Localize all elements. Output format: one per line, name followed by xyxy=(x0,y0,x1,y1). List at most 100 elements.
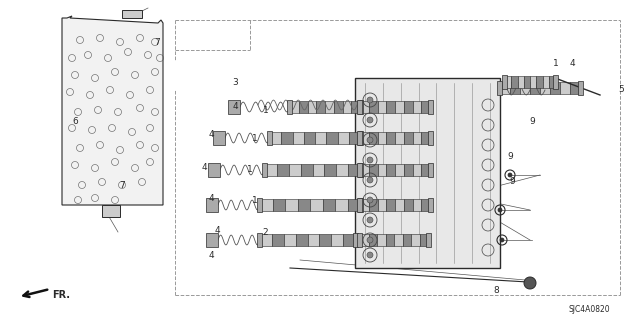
Bar xyxy=(360,132,369,144)
Bar xyxy=(428,198,433,212)
Bar xyxy=(301,164,312,176)
Circle shape xyxy=(508,173,512,177)
Bar xyxy=(421,132,430,144)
Bar xyxy=(326,132,337,144)
Text: 4: 4 xyxy=(215,226,220,235)
Bar xyxy=(536,76,543,88)
Bar xyxy=(332,234,343,246)
Bar xyxy=(413,164,421,176)
Bar xyxy=(428,163,433,177)
Bar xyxy=(287,100,292,114)
Text: 3: 3 xyxy=(233,78,238,87)
Bar xyxy=(360,164,369,176)
Bar xyxy=(530,76,536,88)
Bar xyxy=(500,82,510,94)
Bar xyxy=(310,199,323,211)
Bar xyxy=(411,234,419,246)
Bar xyxy=(518,76,524,88)
Bar xyxy=(377,234,385,246)
Bar xyxy=(343,234,355,246)
Bar xyxy=(316,101,325,113)
Bar xyxy=(543,76,548,88)
Bar xyxy=(369,164,378,176)
Bar xyxy=(257,198,262,212)
Bar xyxy=(524,76,530,88)
Bar xyxy=(413,132,421,144)
Text: 7: 7 xyxy=(154,38,159,47)
Bar xyxy=(560,82,570,94)
Bar xyxy=(299,101,307,113)
Bar xyxy=(387,199,395,211)
Circle shape xyxy=(367,117,373,123)
Bar xyxy=(208,163,220,177)
Bar xyxy=(502,75,507,89)
Bar xyxy=(570,82,580,94)
Text: 4: 4 xyxy=(233,102,238,111)
Circle shape xyxy=(367,197,373,203)
Bar xyxy=(277,164,289,176)
Bar xyxy=(511,76,518,88)
Bar xyxy=(520,82,530,94)
Bar xyxy=(307,101,316,113)
Text: 1: 1 xyxy=(252,134,257,143)
Bar xyxy=(404,132,413,144)
Bar xyxy=(336,164,348,176)
Text: FR.: FR. xyxy=(52,290,70,300)
Bar xyxy=(413,199,421,211)
Bar xyxy=(353,233,358,247)
Bar xyxy=(337,132,349,144)
Bar xyxy=(357,233,362,247)
Bar xyxy=(378,199,387,211)
Bar xyxy=(360,101,369,113)
Bar xyxy=(228,100,240,114)
Bar xyxy=(378,132,387,144)
Bar xyxy=(206,233,218,247)
Text: 2: 2 xyxy=(263,228,268,237)
Circle shape xyxy=(367,97,373,103)
Bar xyxy=(281,132,292,144)
Text: 4: 4 xyxy=(570,59,575,68)
Bar xyxy=(395,101,404,113)
Bar xyxy=(357,163,362,177)
Bar xyxy=(357,131,362,145)
Bar xyxy=(387,101,395,113)
Bar xyxy=(403,234,411,246)
Bar xyxy=(206,198,218,212)
Text: 5: 5 xyxy=(618,85,623,94)
Bar xyxy=(335,199,348,211)
Bar xyxy=(421,199,430,211)
Bar xyxy=(419,234,428,246)
Circle shape xyxy=(498,208,502,212)
Bar xyxy=(378,164,387,176)
Bar xyxy=(319,234,332,246)
Text: 8: 8 xyxy=(493,286,499,295)
Bar xyxy=(270,132,281,144)
Text: 9: 9 xyxy=(530,117,535,126)
Circle shape xyxy=(367,157,373,163)
Bar xyxy=(421,101,430,113)
Bar xyxy=(348,199,360,211)
Bar xyxy=(369,234,377,246)
Bar xyxy=(497,81,502,95)
Bar xyxy=(395,199,404,211)
Bar xyxy=(298,199,310,211)
Text: 9: 9 xyxy=(509,177,515,186)
Bar xyxy=(324,164,336,176)
Text: 1: 1 xyxy=(553,59,558,68)
Bar xyxy=(385,234,394,246)
Bar xyxy=(304,132,315,144)
Bar xyxy=(348,164,360,176)
Text: 1: 1 xyxy=(247,165,252,174)
Text: 1: 1 xyxy=(252,197,257,205)
Bar xyxy=(357,198,362,212)
Bar xyxy=(510,82,520,94)
Bar xyxy=(289,164,301,176)
Bar xyxy=(315,132,326,144)
Bar xyxy=(260,199,273,211)
Circle shape xyxy=(367,252,373,258)
Text: 9: 9 xyxy=(508,152,513,161)
Bar xyxy=(257,233,262,247)
Bar xyxy=(360,199,369,211)
Bar xyxy=(358,131,363,145)
Text: 4: 4 xyxy=(209,130,214,139)
